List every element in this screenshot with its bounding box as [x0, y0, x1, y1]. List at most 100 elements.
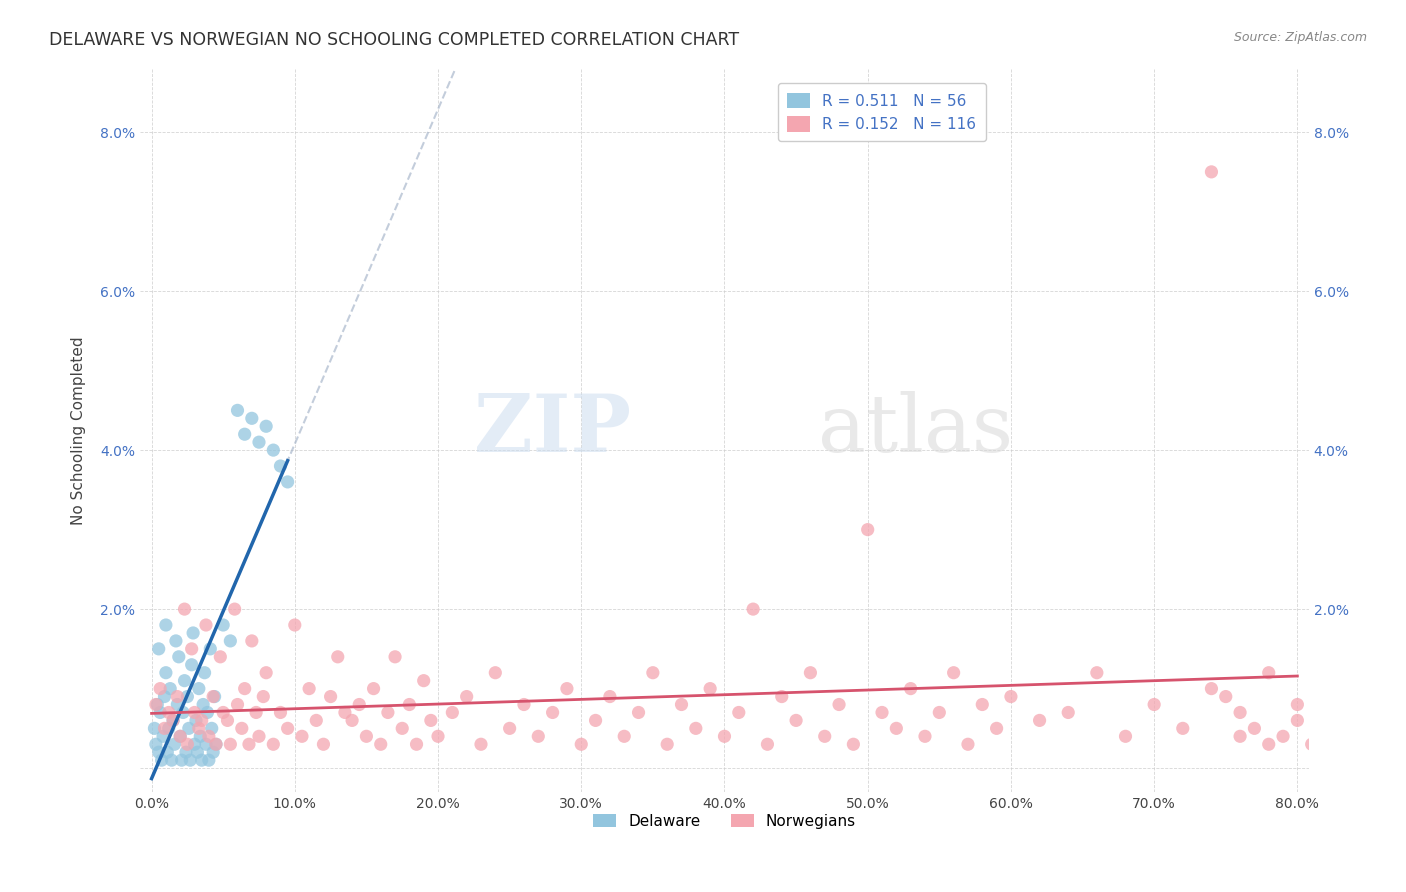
Point: [224, 602, 246, 616]
Point: [247, 729, 270, 743]
Point: [384, 649, 406, 664]
Point: [219, 737, 242, 751]
Point: [569, 737, 592, 751]
Point: [513, 698, 536, 712]
Point: [176, 690, 198, 704]
Legend: Delaware, Norwegians: Delaware, Norwegians: [586, 807, 862, 835]
Point: [247, 435, 270, 450]
Point: [391, 722, 413, 736]
Point: [143, 722, 166, 736]
Point: [186, 745, 208, 759]
Point: [363, 681, 385, 696]
Text: atlas: atlas: [818, 392, 1014, 469]
Point: [197, 706, 219, 720]
Point: [1315, 706, 1337, 720]
Point: [627, 706, 650, 720]
Point: [1171, 722, 1194, 736]
Point: [187, 722, 209, 736]
Point: [456, 690, 478, 704]
Point: [972, 698, 994, 712]
Point: [187, 681, 209, 696]
Point: [166, 698, 188, 712]
Point: [145, 698, 167, 712]
Point: [204, 690, 226, 704]
Point: [233, 681, 256, 696]
Point: [238, 737, 260, 751]
Point: [1057, 706, 1080, 720]
Point: [160, 753, 183, 767]
Point: [1085, 665, 1108, 680]
Point: [412, 673, 434, 688]
Point: [699, 681, 721, 696]
Point: [167, 649, 190, 664]
Point: [226, 403, 249, 417]
Point: [298, 681, 321, 696]
Point: [785, 714, 807, 728]
Point: [441, 706, 464, 720]
Point: [1229, 706, 1251, 720]
Point: [657, 737, 679, 751]
Point: [305, 714, 328, 728]
Text: Source: ZipAtlas.com: Source: ZipAtlas.com: [1233, 31, 1367, 45]
Point: [202, 745, 225, 759]
Point: [198, 729, 221, 743]
Point: [180, 641, 202, 656]
Point: [498, 722, 520, 736]
Point: [166, 690, 188, 704]
Point: [1257, 737, 1279, 751]
Point: [326, 649, 349, 664]
Point: [202, 690, 225, 704]
Point: [956, 737, 979, 751]
Point: [277, 475, 299, 489]
Point: [170, 753, 193, 767]
Point: [312, 737, 335, 751]
Point: [1028, 714, 1050, 728]
Point: [173, 673, 195, 688]
Point: [209, 649, 232, 664]
Point: [269, 458, 291, 473]
Point: [193, 665, 215, 680]
Point: [153, 690, 176, 704]
Point: [870, 706, 893, 720]
Point: [219, 634, 242, 648]
Point: [191, 698, 214, 712]
Point: [152, 729, 174, 743]
Point: [405, 737, 427, 751]
Point: [541, 706, 564, 720]
Point: [148, 745, 170, 759]
Point: [157, 706, 180, 720]
Point: [742, 602, 765, 616]
Point: [1286, 698, 1309, 712]
Point: [177, 722, 200, 736]
Point: [190, 714, 212, 728]
Point: [180, 657, 202, 672]
Point: [842, 737, 865, 751]
Point: [356, 729, 378, 743]
Point: [1257, 665, 1279, 680]
Point: [814, 729, 837, 743]
Point: [1315, 698, 1337, 712]
Point: [159, 681, 181, 696]
Point: [156, 745, 179, 759]
Point: [1301, 737, 1323, 751]
Point: [163, 737, 186, 751]
Point: [641, 665, 664, 680]
Point: [269, 706, 291, 720]
Point: [179, 753, 201, 767]
Point: [419, 714, 441, 728]
Point: [986, 722, 1008, 736]
Point: [153, 722, 176, 736]
Point: [181, 626, 204, 640]
Point: [671, 698, 693, 712]
Point: [613, 729, 636, 743]
Point: [176, 737, 198, 751]
Point: [195, 737, 218, 751]
Point: [205, 737, 228, 751]
Point: [195, 618, 218, 632]
Point: [1229, 729, 1251, 743]
Point: [770, 690, 793, 704]
Point: [284, 618, 307, 632]
Point: [585, 714, 607, 728]
Point: [174, 745, 197, 759]
Point: [1272, 729, 1295, 743]
